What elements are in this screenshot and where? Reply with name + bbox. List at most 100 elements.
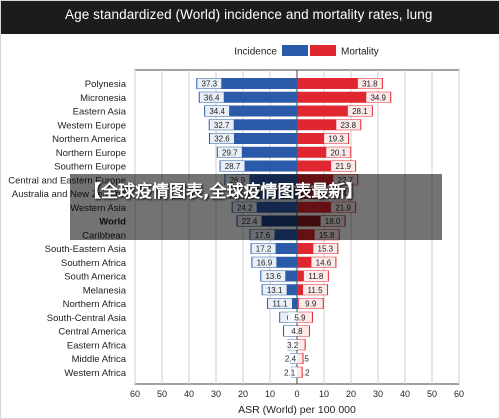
x-tick-label: 50 xyxy=(157,389,167,399)
mortality-bar xyxy=(297,91,392,103)
category-label: South-Eastern Asia xyxy=(45,244,127,255)
incidence-value-label: 13.1 xyxy=(267,286,283,295)
x-tick-label: 10 xyxy=(265,389,275,399)
incidence-value-bg xyxy=(205,106,230,116)
category-label: Northern America xyxy=(52,134,127,145)
x-tick-label: 0 xyxy=(294,389,299,399)
category-label: Western Africa xyxy=(64,368,126,379)
mortality-value-bg xyxy=(324,133,349,144)
incidence-value-bg xyxy=(217,147,242,158)
category-label: South America xyxy=(64,272,126,283)
x-tick-label: 20 xyxy=(346,389,356,399)
mortality-value-label: 34.9 xyxy=(370,93,386,102)
mortality-value-label: 21.9 xyxy=(335,162,351,171)
incidence-value-bg xyxy=(292,367,317,378)
incidence-bar xyxy=(208,119,297,131)
category-label: Central and Eastern Europe xyxy=(8,175,126,186)
x-tick-label: 40 xyxy=(184,389,194,399)
incidence-value-bg xyxy=(251,243,276,254)
mortality-value-bg xyxy=(278,353,303,364)
chart-header: Age standardized (World) incidence and m… xyxy=(0,0,500,34)
mortality-value-label: 14.6 xyxy=(316,258,332,267)
incidence-value-label: 32.6 xyxy=(214,135,230,144)
chart-title: Age standardized (World) incidence and m… xyxy=(65,7,433,22)
category-label: Polynesia xyxy=(85,79,127,90)
incidence-value-bg xyxy=(199,92,224,103)
x-tick-label: 10 xyxy=(319,389,329,399)
mortality-value-bg xyxy=(347,106,372,116)
mortality-value-bg xyxy=(303,284,328,295)
mortality-value-bg xyxy=(331,161,356,171)
mortality-value-label: 5.9 xyxy=(294,313,306,322)
x-tick-label: 60 xyxy=(454,389,464,399)
incidence-value-bg xyxy=(261,271,286,281)
mortality-bar xyxy=(297,78,383,89)
category-label: Central America xyxy=(58,327,126,338)
incidence-value-label: 17.2 xyxy=(256,245,272,254)
mortality-value-bg xyxy=(280,339,305,350)
mortality-value-bg xyxy=(284,326,309,336)
x-axis-label: ASR (World) per 100 000 xyxy=(238,404,356,416)
overlay-banner xyxy=(70,174,442,240)
incidence-bar xyxy=(208,133,297,144)
incidence-bar xyxy=(196,78,297,89)
incidence-value-bg xyxy=(209,119,234,130)
mortality-bar xyxy=(297,105,373,117)
incidence-value-bg xyxy=(262,284,287,295)
mortality-value-label: 3.2 xyxy=(287,341,299,350)
mortality-bar xyxy=(297,146,352,158)
mortality-value-label: 2.4 xyxy=(285,355,297,364)
category-label: Southern Africa xyxy=(61,258,127,269)
incidence-value-label: 2.2 xyxy=(298,368,310,377)
x-tick-label: 40 xyxy=(400,389,410,399)
x-tick-label: 30 xyxy=(211,389,221,399)
legend-swatch-mortality xyxy=(310,45,336,56)
incidence-value-label: 29.7 xyxy=(222,148,238,157)
mortality-value-label: 9.9 xyxy=(305,300,317,309)
incidence-value-label: 32.7 xyxy=(214,121,230,130)
incidence-bar xyxy=(198,91,297,103)
x-tick-label: 60 xyxy=(130,389,140,399)
category-label: Eastern Africa xyxy=(67,340,127,351)
mortality-value-label: 11.5 xyxy=(308,286,324,295)
mortality-value-bg xyxy=(357,78,382,89)
incidence-value-label: 28.7 xyxy=(225,162,241,171)
incidence-value-label: 11.1 xyxy=(273,300,289,309)
x-tick-label: 50 xyxy=(427,389,437,399)
legend-label-incidence: Incidence xyxy=(234,47,277,58)
legend-label-mortality: Mortality xyxy=(341,47,379,58)
mortality-bar xyxy=(297,133,350,144)
mortality-value-label: 20.1 xyxy=(330,148,346,157)
incidence-bar xyxy=(219,160,297,172)
incidence-value-bg xyxy=(197,78,222,89)
mortality-value-label: 15.3 xyxy=(318,245,334,254)
mortality-value-bg xyxy=(311,257,336,268)
category-label: South-Central Asia xyxy=(47,313,127,324)
mortality-value-bg xyxy=(313,243,338,254)
mortality-bar xyxy=(297,119,362,131)
incidence-value-label: 16.9 xyxy=(257,258,273,267)
mortality-bar xyxy=(297,160,357,172)
incidence-value-label: 34.4 xyxy=(209,107,225,116)
mortality-value-label: 23.8 xyxy=(340,121,356,130)
mortality-value-bg xyxy=(287,312,312,323)
mortality-value-bg xyxy=(336,119,361,130)
mortality-value-label: 11.8 xyxy=(308,272,324,281)
mortality-value-label: 31.8 xyxy=(362,80,378,89)
mortality-value-bg xyxy=(277,367,302,378)
mortality-value-bg xyxy=(326,147,351,158)
incidence-value-bg xyxy=(252,257,277,268)
incidence-bar xyxy=(204,105,297,117)
incidence-value-label: 13.6 xyxy=(265,272,281,281)
incidence-value-bg xyxy=(220,161,245,171)
x-tick-label: 30 xyxy=(373,389,383,399)
category-label: Northern Africa xyxy=(63,299,127,310)
category-label: Southern Europe xyxy=(54,162,126,173)
incidence-bar xyxy=(216,146,297,158)
mortality-value-bg xyxy=(298,298,323,309)
category-label: Middle Africa xyxy=(72,354,127,365)
category-label: Eastern Asia xyxy=(73,107,127,118)
mortality-value-bg xyxy=(303,271,328,281)
incidence-value-bg xyxy=(268,298,293,309)
mortality-value-bg xyxy=(366,92,391,103)
